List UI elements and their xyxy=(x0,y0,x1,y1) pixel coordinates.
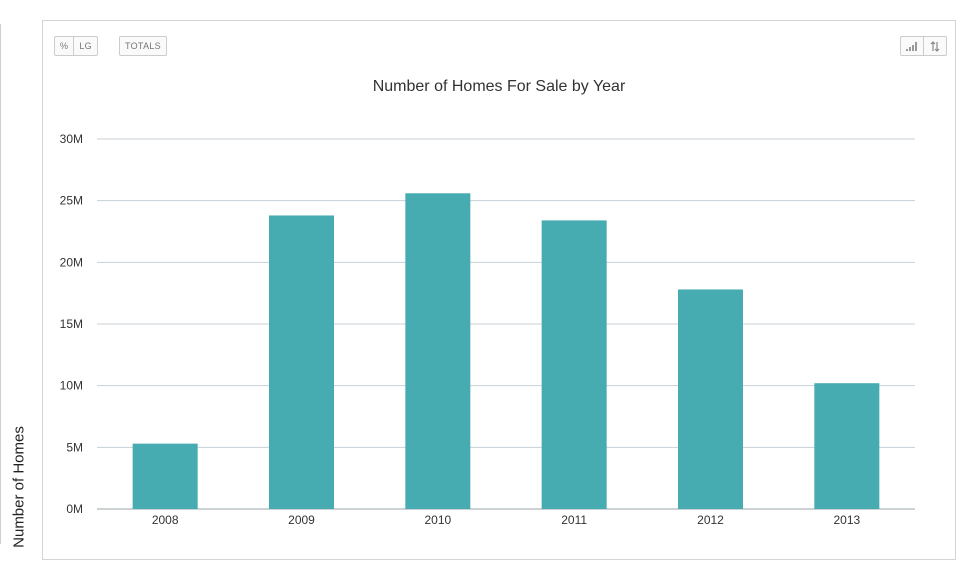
bar-chart: Number of Homes For Sale by Year 0M 5M 10M… xyxy=(60,78,915,527)
bar-2008[interactable] xyxy=(132,443,198,509)
gridlines xyxy=(97,138,915,510)
sort-icon[interactable] xyxy=(924,37,946,55)
y-tick-label: 15M xyxy=(60,317,83,331)
bar-2010[interactable] xyxy=(405,193,471,509)
y-tick-label: 20M xyxy=(60,255,83,269)
bar-2013[interactable] xyxy=(814,383,880,509)
chart-type-group xyxy=(900,36,947,56)
y-axis-ticks: 0M 5M 10M 15M 20M 25M 30M xyxy=(60,132,83,516)
y-tick-label: 5M xyxy=(66,440,83,454)
x-tick-label: 2012 xyxy=(697,513,724,527)
x-tick-label: 2009 xyxy=(288,513,315,527)
bar-2011[interactable] xyxy=(541,220,607,509)
scale-toggle-group: % LG xyxy=(54,36,98,56)
y-tick-label: 0M xyxy=(66,502,83,516)
y-axis-label: Number of Homes xyxy=(10,426,28,548)
bar-2009[interactable] xyxy=(269,215,334,509)
bars xyxy=(132,193,880,509)
x-tick-label: 2008 xyxy=(152,513,179,527)
bar-signal-icon[interactable] xyxy=(901,37,924,55)
totals-button[interactable]: TOTALS xyxy=(125,41,161,51)
bar-2012[interactable] xyxy=(678,289,743,509)
chart-title: Number of Homes For Sale by Year xyxy=(373,78,626,95)
left-divider xyxy=(0,24,1,544)
log-scale-button[interactable]: LG xyxy=(79,41,92,51)
chart-panel: % LG TOTALS Number of Homes For Sale by … xyxy=(42,20,956,560)
x-axis-ticks: 2008 2009 2010 2011 2012 2013 xyxy=(152,513,861,527)
y-tick-label: 30M xyxy=(60,132,83,146)
x-tick-label: 2011 xyxy=(561,513,587,527)
y-tick-label: 10M xyxy=(60,379,83,393)
x-tick-label: 2010 xyxy=(424,513,451,527)
y-tick-label: 25M xyxy=(60,194,83,208)
x-tick-label: 2013 xyxy=(833,513,860,527)
totals-group: TOTALS xyxy=(119,36,167,56)
percent-button[interactable]: % xyxy=(55,37,75,55)
